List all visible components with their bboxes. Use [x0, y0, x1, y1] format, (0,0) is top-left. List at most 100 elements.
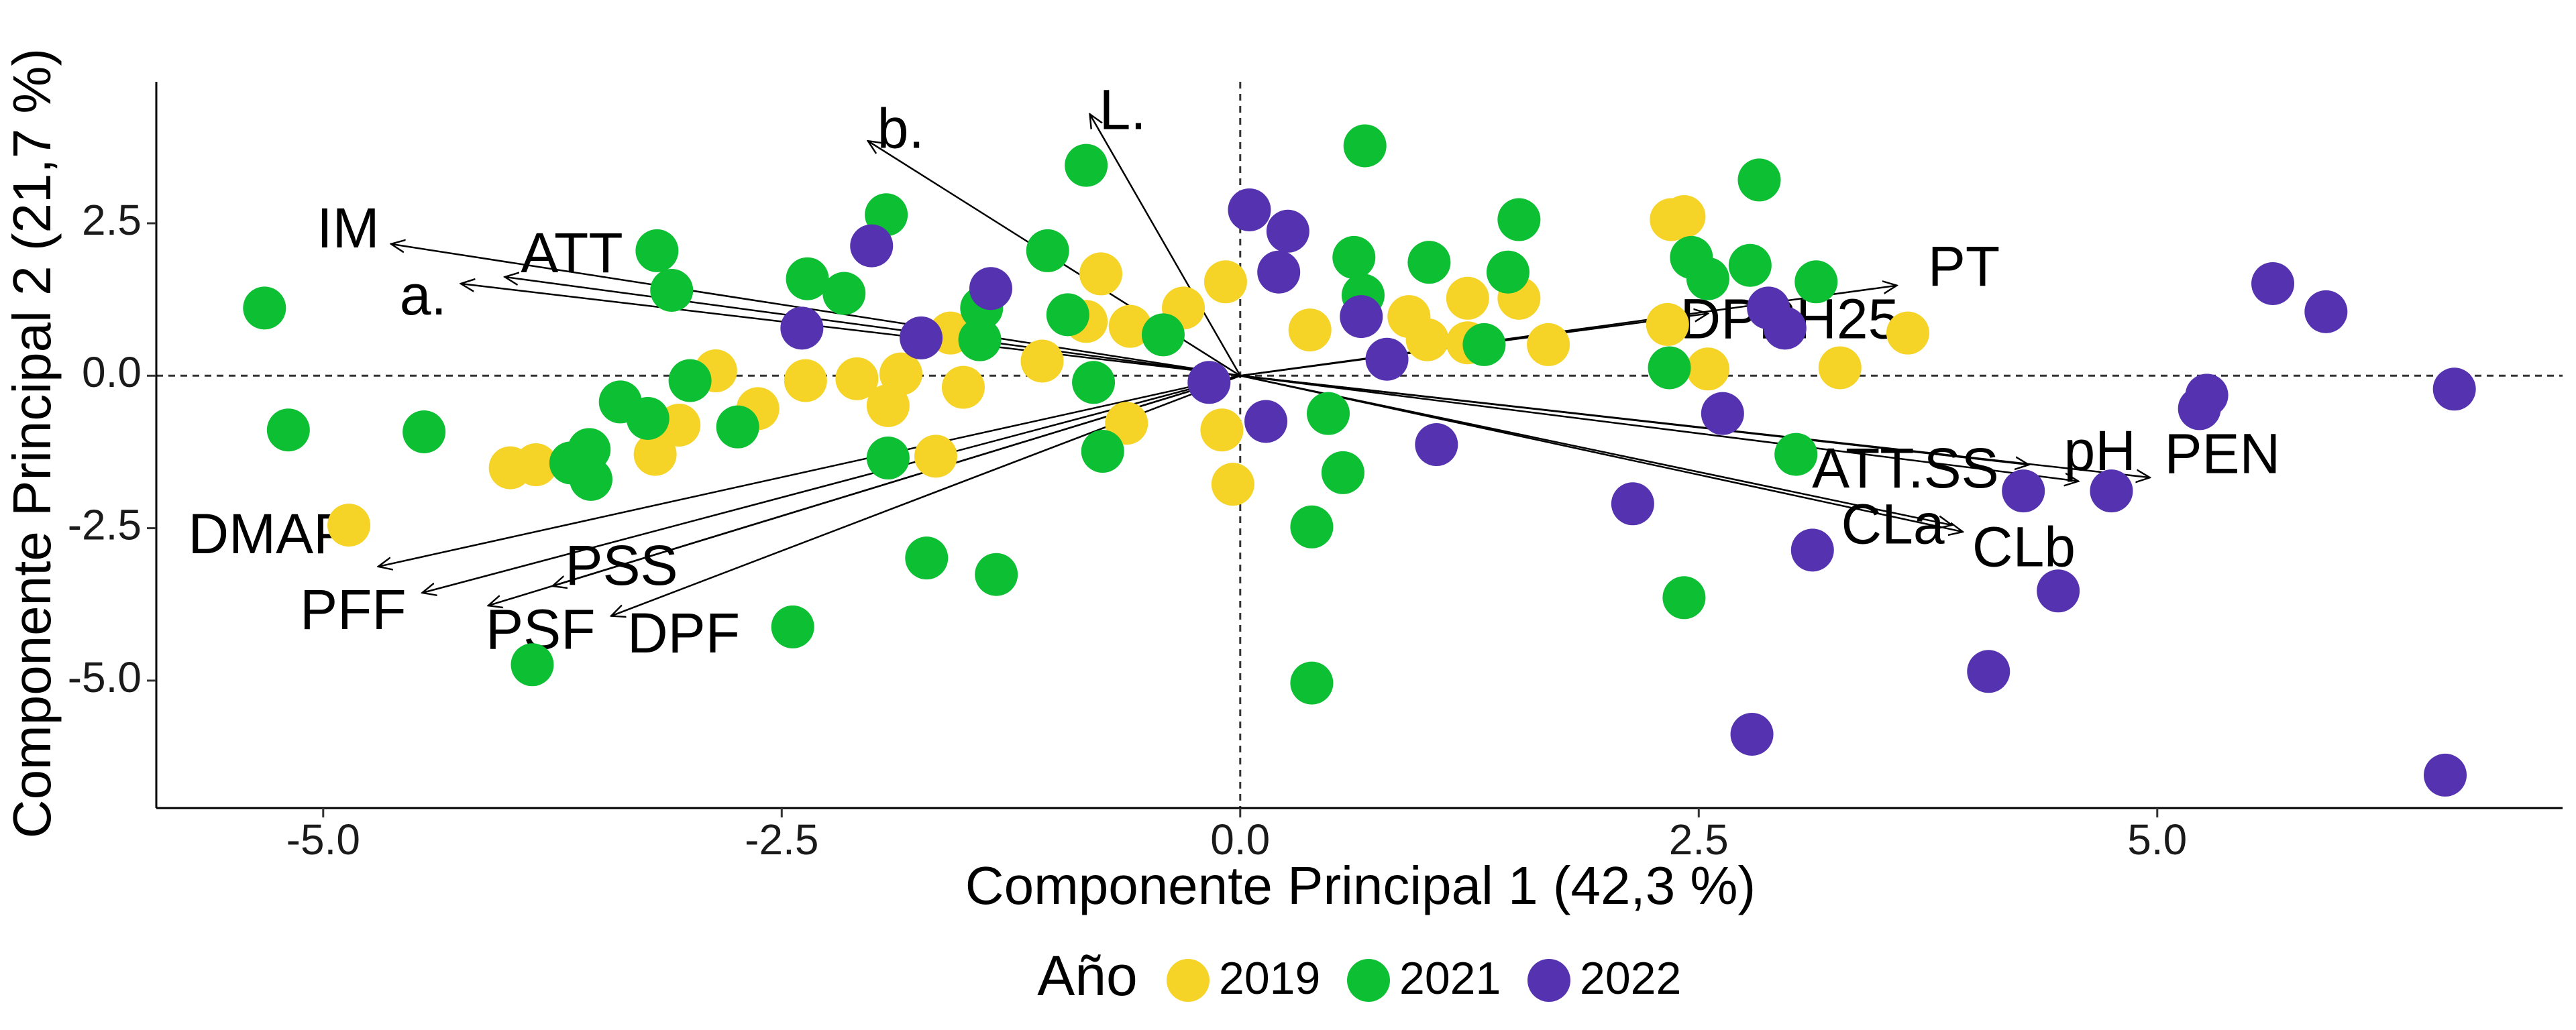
point	[1343, 124, 1387, 168]
point	[1774, 433, 1818, 476]
loading-arrow	[1090, 114, 1241, 376]
point	[1141, 313, 1185, 357]
point	[2424, 753, 2467, 797]
point	[1365, 337, 1409, 381]
loading-label: DMAP	[188, 502, 351, 565]
loading-arrow	[422, 375, 1241, 593]
point	[1407, 241, 1451, 284]
point	[784, 359, 827, 402]
point	[975, 553, 1018, 596]
point	[1686, 257, 1729, 300]
loading-label: DPF	[627, 602, 740, 665]
point	[633, 433, 677, 476]
legend-label: 2021	[1399, 953, 1501, 1004]
legend-swatch	[1347, 959, 1390, 1002]
point	[879, 352, 923, 396]
legend-label: 2022	[1580, 953, 1681, 1004]
loading-label: PFF	[300, 578, 407, 641]
point	[1967, 650, 2010, 693]
loading-label: ATT.SS	[1812, 437, 1999, 500]
point	[771, 605, 814, 648]
loading-label: a.	[400, 264, 447, 327]
point	[1794, 260, 1838, 304]
point	[1046, 293, 1089, 337]
point	[1648, 346, 1691, 390]
loadings: IMATTa.b.L.PTDPPH25ATT.SSpHPENCLaCLbDMAP…	[188, 78, 2280, 664]
point	[1266, 209, 1309, 253]
point	[1446, 276, 1489, 320]
point	[1307, 392, 1350, 435]
point	[786, 257, 829, 300]
point	[1200, 408, 1244, 452]
point	[1026, 229, 1069, 272]
point	[1340, 295, 1383, 339]
point	[900, 316, 943, 359]
plot-area: -5.0 -2.5 0.0 2.5 5.0 2.5 0.0 -2.5 -5.0	[68, 82, 2563, 864]
point	[835, 357, 879, 400]
x-tick-label: 0.0	[1210, 815, 1270, 864]
y-axis-title: Componente Principal 2 (21,7 %)	[2, 48, 62, 838]
point	[1321, 451, 1364, 494]
point	[511, 643, 554, 687]
point	[1646, 302, 1689, 346]
point	[1686, 347, 1729, 391]
point	[1662, 576, 1706, 620]
y-tick-label: -2.5	[68, 501, 142, 549]
loading-arrow	[378, 375, 1241, 567]
loading-arrow	[391, 244, 1240, 377]
point	[1462, 323, 1506, 366]
point	[2090, 469, 2133, 513]
x-tick-label: 5.0	[2127, 815, 2187, 864]
point	[1790, 528, 1834, 572]
loading-label: L.	[1099, 78, 1146, 141]
loading-arrow	[504, 277, 1240, 377]
point	[1818, 346, 1862, 390]
point	[266, 408, 310, 452]
point	[402, 410, 446, 453]
point	[514, 443, 557, 487]
y-tick-label: 2.5	[82, 196, 142, 244]
point	[1405, 318, 1449, 361]
point	[626, 396, 669, 440]
point	[668, 359, 712, 402]
legend-label: 2019	[1219, 953, 1320, 1004]
legend: 2019 2021 2022	[1167, 953, 1681, 1004]
point	[1730, 712, 1774, 756]
point	[969, 267, 1012, 310]
point	[1228, 188, 1271, 231]
legend-swatch	[1527, 959, 1570, 1002]
point	[1290, 505, 1334, 549]
point	[1257, 250, 1301, 294]
point	[243, 286, 286, 330]
point	[1065, 144, 1108, 187]
loading-label: PT	[1928, 235, 2000, 298]
point	[1081, 430, 1124, 473]
point	[1105, 402, 1148, 445]
x-axis-title: Componente Principal 1 (42,3 %)	[965, 856, 1756, 915]
point	[1203, 260, 1247, 304]
loading-label: PEN	[2164, 422, 2280, 485]
point	[1611, 482, 1654, 526]
point	[1244, 400, 1288, 443]
y-tick-label: -5.0	[68, 653, 142, 701]
point	[2037, 569, 2080, 613]
point	[1288, 308, 1332, 352]
point	[1662, 194, 1706, 238]
point	[1187, 361, 1231, 404]
point	[850, 224, 894, 268]
point	[2432, 367, 2476, 411]
legend-swatch	[1167, 959, 1210, 1002]
point	[650, 268, 694, 312]
point	[2185, 374, 2229, 417]
loading-label: CLb	[1972, 515, 2076, 578]
point	[1415, 423, 1458, 467]
point	[2251, 262, 2295, 305]
loading-arrow	[611, 375, 1241, 616]
point	[780, 306, 824, 350]
point	[1728, 243, 1772, 287]
loading-arrow	[1240, 375, 1963, 532]
point	[716, 405, 759, 449]
loading-label: ATT	[521, 221, 623, 284]
